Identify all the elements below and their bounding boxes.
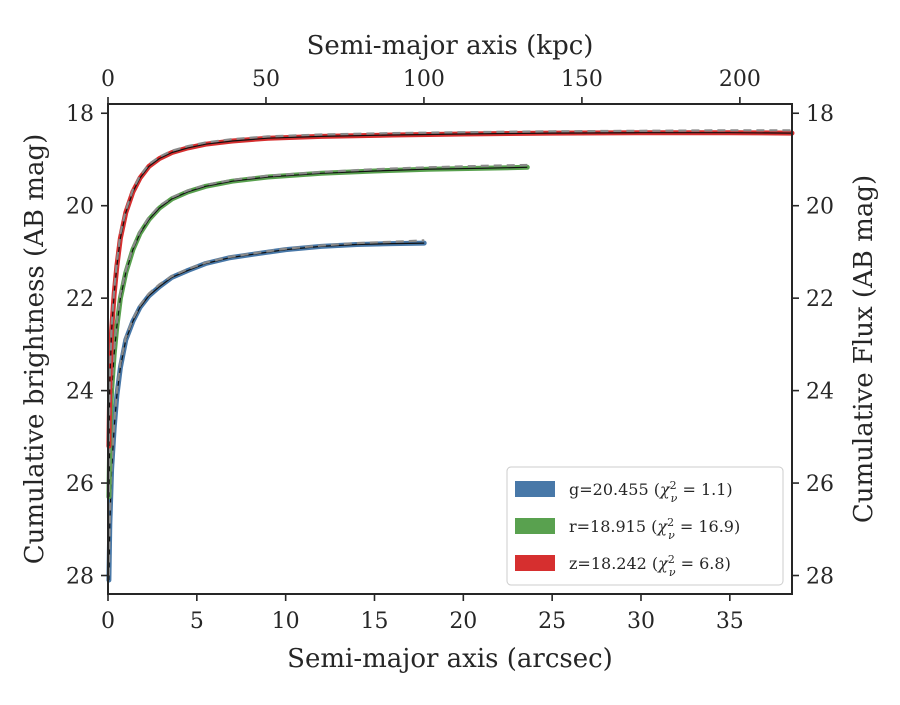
y-axis-title: Cumulative brightness (AB mag) bbox=[20, 134, 50, 565]
y-tick-label-3: 24 bbox=[66, 380, 94, 405]
legend-box bbox=[506, 466, 784, 586]
top-x-tick-label-0: 0 bbox=[101, 67, 115, 92]
right-y-axis-title: Cumulative Flux (AB mag) bbox=[849, 175, 879, 523]
legend-swatch-0 bbox=[515, 481, 555, 497]
right-y-tick-label-3: 24 bbox=[806, 380, 834, 405]
series-line-2 bbox=[106, 130, 795, 449]
x-tick-label-6: 30 bbox=[627, 609, 655, 634]
y-tick-label-1: 20 bbox=[66, 195, 94, 220]
model-line-2 bbox=[107, 129, 792, 442]
top-x-tick-label-4: 200 bbox=[719, 67, 761, 92]
legend-swatch-1 bbox=[515, 518, 555, 534]
right-y-tick-label-4: 26 bbox=[806, 472, 834, 497]
legend: g=20.455 (χ2 ν = 1.1) r=18.915 (χ2 ν = 16.9… bbox=[506, 466, 784, 586]
top-x-tick-label-3: 150 bbox=[561, 67, 603, 92]
x-tick-label-4: 20 bbox=[449, 609, 477, 634]
y-tick-label-2: 22 bbox=[66, 287, 94, 312]
legend-label-2: z=18.242 (χ2 ν = 6.8) bbox=[569, 553, 731, 579]
top-x-tick-label-1: 50 bbox=[252, 67, 280, 92]
x-tick-label-0: 0 bbox=[101, 609, 115, 634]
right-y-tick-label-2: 22 bbox=[806, 287, 834, 312]
model-line-0 bbox=[107, 239, 425, 576]
top-x-axis-title: Semi-major axis (kpc) bbox=[307, 31, 594, 61]
series-line-0 bbox=[106, 240, 427, 583]
legend-label-0: g=20.455 (χ2 ν = 1.1) bbox=[569, 479, 733, 505]
y-tick-label-0: 18 bbox=[66, 102, 94, 127]
series-center-line-0 bbox=[108, 242, 425, 581]
right-y-tick-label-0: 18 bbox=[806, 102, 834, 127]
plot-frame bbox=[107, 103, 793, 595]
series-center-line-1 bbox=[108, 166, 528, 497]
legend-label-1: r=18.915 (χ2 ν = 16.9) bbox=[569, 516, 740, 542]
top-x-tick-label-2: 100 bbox=[403, 67, 445, 92]
series-line-1 bbox=[106, 164, 530, 500]
right-y-tick-label-5: 28 bbox=[806, 565, 834, 590]
right-y-tick-label-1: 20 bbox=[806, 195, 834, 220]
y-tick-label-5: 28 bbox=[66, 565, 94, 590]
x-tick-label-5: 25 bbox=[538, 609, 566, 634]
y-tick-label-4: 26 bbox=[66, 472, 94, 497]
series-center-line-2 bbox=[108, 132, 793, 447]
x-tick-label-2: 10 bbox=[272, 609, 300, 634]
x-tick-label-3: 15 bbox=[360, 609, 388, 634]
series-layer bbox=[106, 129, 795, 583]
x-tick-label-7: 35 bbox=[716, 609, 744, 634]
axes-layer: 0 5 10 15 20 25 30 35 0 50 100 150 200 18 18 20 20 22 22 24… bbox=[66, 67, 834, 634]
x-axis-title: Semi-major axis (arcsec) bbox=[287, 644, 613, 674]
x-tick-label-1: 5 bbox=[190, 609, 204, 634]
model-line-1 bbox=[107, 163, 528, 493]
legend-swatch-2 bbox=[515, 555, 555, 571]
